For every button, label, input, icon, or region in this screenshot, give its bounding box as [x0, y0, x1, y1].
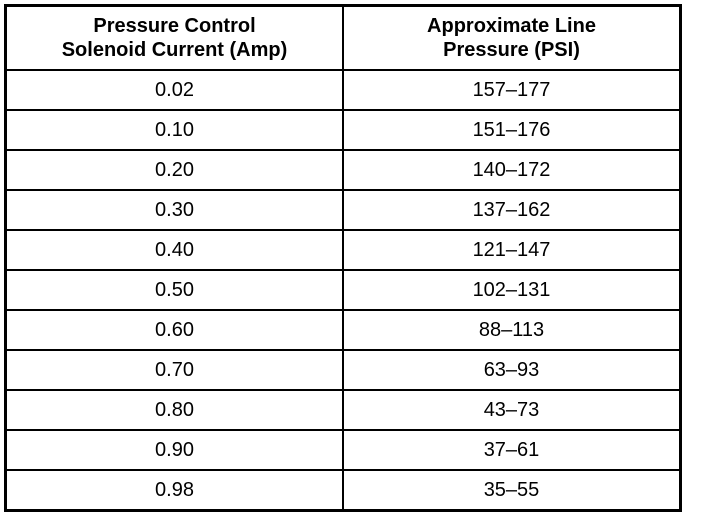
table-row: 0.70 63–93 [4, 349, 682, 391]
table-cell: 43–73 [342, 389, 682, 431]
table-cell: 0.02 [4, 69, 344, 111]
table-cell: 0.50 [4, 269, 344, 311]
table-cell: 0.10 [4, 109, 344, 151]
table-cell: 151–176 [342, 109, 682, 151]
table-row: 0.20 140–172 [4, 149, 682, 191]
table-cell: 37–61 [342, 429, 682, 471]
header-line: Approximate Line [427, 15, 596, 37]
table-cell: 0.90 [4, 429, 344, 471]
table-cell: 137–162 [342, 189, 682, 231]
table-row: 0.98 35–55 [4, 469, 682, 512]
table-header: Pressure Control Solenoid Current (Amp) Ap… [4, 4, 682, 71]
table-row: 0.50 102–131 [4, 269, 682, 311]
table-body: 0.02 157–177 0.10 151–176 0.20 140–172 0.30 137… [4, 69, 682, 512]
header-line: Pressure (PSI) [443, 39, 580, 61]
header-line: Solenoid Current (Amp) [61, 39, 288, 61]
table-cell: 0.98 [4, 469, 344, 512]
table-cell: 0.70 [4, 349, 344, 391]
table-cell: 88–113 [342, 309, 682, 351]
table-row: 0.80 43–73 [4, 389, 682, 431]
table-row: 0.60 88–113 [4, 309, 682, 351]
table-cell: 0.40 [4, 229, 344, 271]
header-cell: Pressure Control Solenoid Current (Amp) [4, 4, 344, 71]
table-cell: 0.60 [4, 309, 344, 351]
table-cell: 0.30 [4, 189, 344, 231]
table-cell: 121–147 [342, 229, 682, 271]
table-cell: 0.20 [4, 149, 344, 191]
header-line: Pressure Control [93, 15, 256, 37]
table-cell: 102–131 [342, 269, 682, 311]
table-row: 0.02 157–177 [4, 69, 682, 111]
table-row: 0.30 137–162 [4, 189, 682, 231]
header-cell: Approximate Line Pressure (PSI) [342, 4, 682, 71]
table-cell: 140–172 [342, 149, 682, 191]
table-cell: 63–93 [342, 349, 682, 391]
header-row: Pressure Control Solenoid Current (Amp) Ap… [4, 4, 682, 71]
table-cell: 35–55 [342, 469, 682, 512]
table-cell: 157–177 [342, 69, 682, 111]
table-row: 0.90 37–61 [4, 429, 682, 471]
pressure-table: Pressure Control Solenoid Current (Amp) Ap… [4, 4, 682, 512]
table-row: 0.10 151–176 [4, 109, 682, 151]
table-row: 0.40 121–147 [4, 229, 682, 271]
table-cell: 0.80 [4, 389, 344, 431]
